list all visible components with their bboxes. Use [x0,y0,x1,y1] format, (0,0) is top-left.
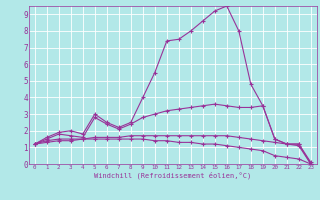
X-axis label: Windchill (Refroidissement éolien,°C): Windchill (Refroidissement éolien,°C) [94,171,252,179]
